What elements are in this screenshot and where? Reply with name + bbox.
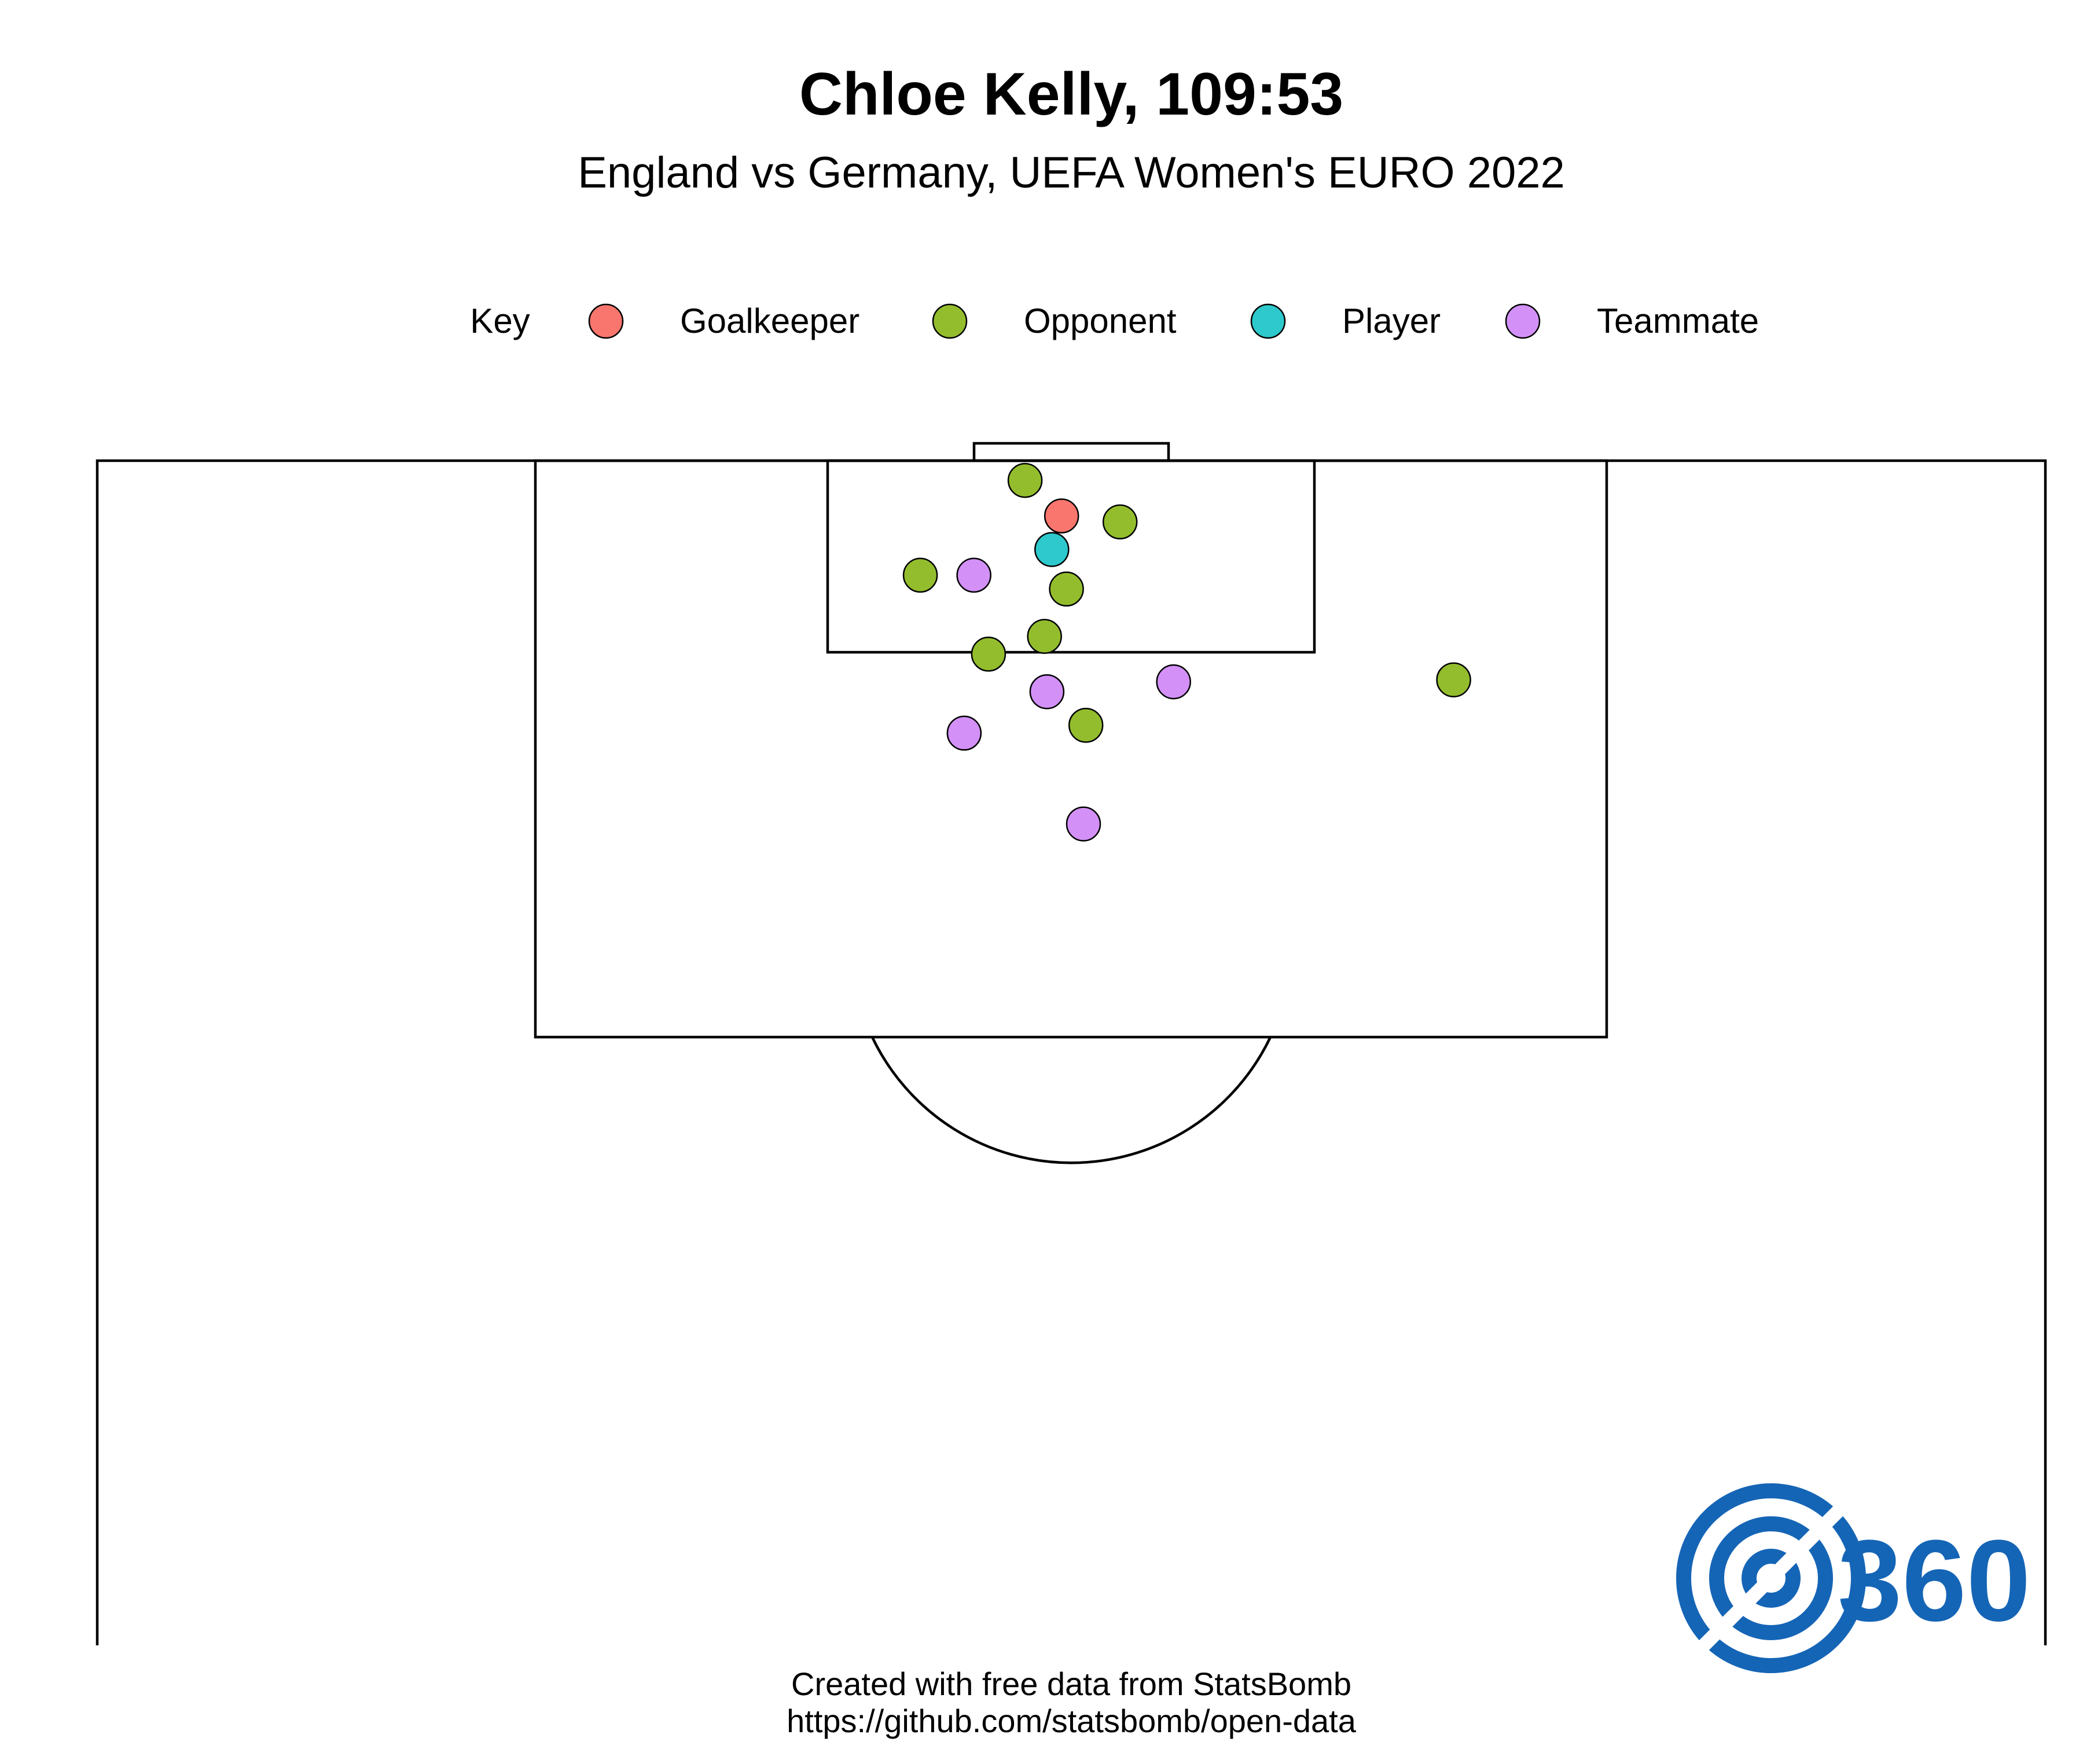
legend-label-goalkeeper: Goalkeeper — [680, 302, 859, 340]
pitch — [95, 442, 2047, 1645]
teammate-marker — [956, 557, 991, 593]
player-markers — [902, 462, 1471, 841]
legend-swatch-teammate — [1505, 303, 1541, 339]
teammate-marker — [1029, 674, 1065, 710]
footer-url: https://github.com/statsbomb/open-data — [787, 1703, 1357, 1739]
statsbomb-360-logo: 360 — [1676, 1483, 2031, 1673]
goalkeeper-marker — [1044, 498, 1079, 534]
legend-swatch-opponent — [932, 303, 968, 339]
opponent-marker — [1102, 504, 1138, 540]
penalty-box — [534, 459, 1608, 1039]
opponent-marker — [1027, 619, 1062, 654]
footer-credit: Created with free data from StatsBomb — [791, 1666, 1351, 1702]
chart-title: Chloe Kelly, 109:53 — [799, 61, 1343, 128]
teammate-marker — [946, 715, 982, 751]
penalty-arc — [870, 1037, 1272, 1164]
teammate-marker — [1156, 664, 1191, 700]
pitch-outline — [95, 459, 2047, 1645]
opponent-marker — [902, 557, 938, 593]
goal — [972, 442, 1170, 462]
opponent-marker — [1068, 707, 1104, 743]
logo-text: 360 — [1838, 1516, 2031, 1645]
opponent-marker — [1007, 462, 1043, 498]
legend-label-teammate: Teammate — [1597, 302, 1759, 340]
chart-subtitle: England vs Germany, UEFA Women's EURO 20… — [578, 148, 1565, 197]
opponent-marker — [971, 637, 1006, 672]
teammate-marker — [1066, 806, 1101, 841]
legend-swatch-goalkeeper — [588, 303, 624, 339]
opponent-marker — [1436, 662, 1471, 697]
legend-swatch-player — [1250, 303, 1286, 339]
target-icon — [1676, 1483, 1866, 1673]
legend: Key Goalkeeper Opponent Player Teammate — [470, 302, 1759, 340]
player-marker — [1034, 532, 1070, 567]
six-yard-box — [826, 459, 1316, 654]
legend-label-player: Player — [1342, 302, 1441, 340]
legend-key-label: Key — [470, 302, 530, 340]
legend-label-opponent: Opponent — [1024, 302, 1177, 340]
opponent-marker — [1049, 571, 1084, 607]
